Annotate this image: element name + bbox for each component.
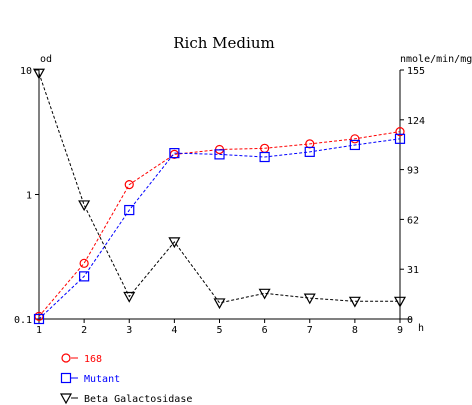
x-tick-label: 2: [81, 325, 87, 336]
left-tick-label: 10: [20, 66, 32, 77]
data-point-168: [79, 258, 89, 268]
left-tick-label: 1: [26, 191, 32, 202]
x-unit-label: h: [418, 323, 424, 334]
legend-item-beta-galactosidase: Beta Galactosidase: [59, 393, 192, 405]
series-line-beta-galactosidase: [38, 73, 400, 304]
left-tick-label: 0.1: [14, 315, 32, 326]
data-point-168: [124, 180, 134, 190]
x-tick-label: 1: [36, 325, 42, 336]
right-tick-label: 124: [407, 116, 425, 127]
legend-marker-mutant: [60, 372, 72, 384]
data-point-beta-galactosidase: [213, 298, 226, 310]
legend-label-mutant: Mutant: [84, 374, 120, 385]
x-tick-label: 5: [216, 325, 222, 336]
data-point-beta-galactosidase: [123, 291, 136, 303]
chart-title: Rich Medium: [173, 34, 274, 52]
right-tick-label: 62: [407, 215, 419, 226]
data-point-mutant: [79, 271, 90, 282]
series-layer: [32, 68, 407, 325]
series-mutant: [33, 133, 406, 325]
data-point-168: [395, 127, 405, 137]
series-beta-galactosidase: [32, 68, 407, 310]
data-point-mutant: [349, 139, 360, 151]
right-tick-label: 93: [407, 166, 419, 177]
data-point-beta-galactosidase: [258, 288, 271, 300]
x-tick-label: 4: [171, 325, 177, 336]
data-point-mutant: [33, 313, 45, 325]
data-point-beta-galactosidase: [32, 68, 46, 80]
data-point-mutant: [394, 133, 406, 144]
data-point-mutant: [124, 204, 135, 216]
x-tick-label: 7: [307, 325, 313, 336]
right-axis-label: nmole/min/mg: [400, 54, 472, 65]
legend-item-168: 168: [61, 353, 102, 365]
right-tick-label: 0: [407, 315, 413, 326]
ticks-layer: 1 2 3 4 5 6 7 8 9 10 1 0.1 155 124 93 62 31 0: [14, 66, 425, 336]
x-tick-label: 9: [397, 325, 403, 336]
data-point-mutant: [169, 148, 180, 159]
x-tick-label: 6: [262, 325, 268, 336]
legend-marker-beta-galactosidase: [59, 393, 73, 405]
legend-label-beta-galactosidase: Beta Galactosidase: [84, 394, 192, 405]
x-tick-label: 8: [352, 325, 358, 336]
series-line-mutant: [38, 138, 401, 320]
right-tick-label: 155: [407, 66, 425, 77]
left-axis-label: od: [40, 54, 52, 65]
data-point-beta-galactosidase: [348, 296, 361, 308]
right-tick-label: 31: [407, 265, 419, 276]
data-point-168: [350, 134, 360, 144]
series-168: [34, 127, 405, 321]
data-point-beta-galactosidase: [393, 296, 407, 308]
data-point-mutant: [259, 151, 270, 163]
legend-marker-168: [61, 353, 71, 363]
legend-label-168: 168: [84, 354, 102, 365]
data-point-beta-galactosidase: [303, 293, 316, 305]
x-tick-label: 3: [126, 325, 132, 336]
data-point-mutant: [214, 149, 225, 160]
legend: 168 Mutant Beta Galactosidase: [59, 353, 192, 405]
legend-item-mutant: Mutant: [60, 372, 120, 385]
data-point-beta-galactosidase: [78, 200, 91, 212]
data-point-mutant: [304, 146, 315, 157]
data-point-beta-galactosidase: [168, 237, 181, 249]
